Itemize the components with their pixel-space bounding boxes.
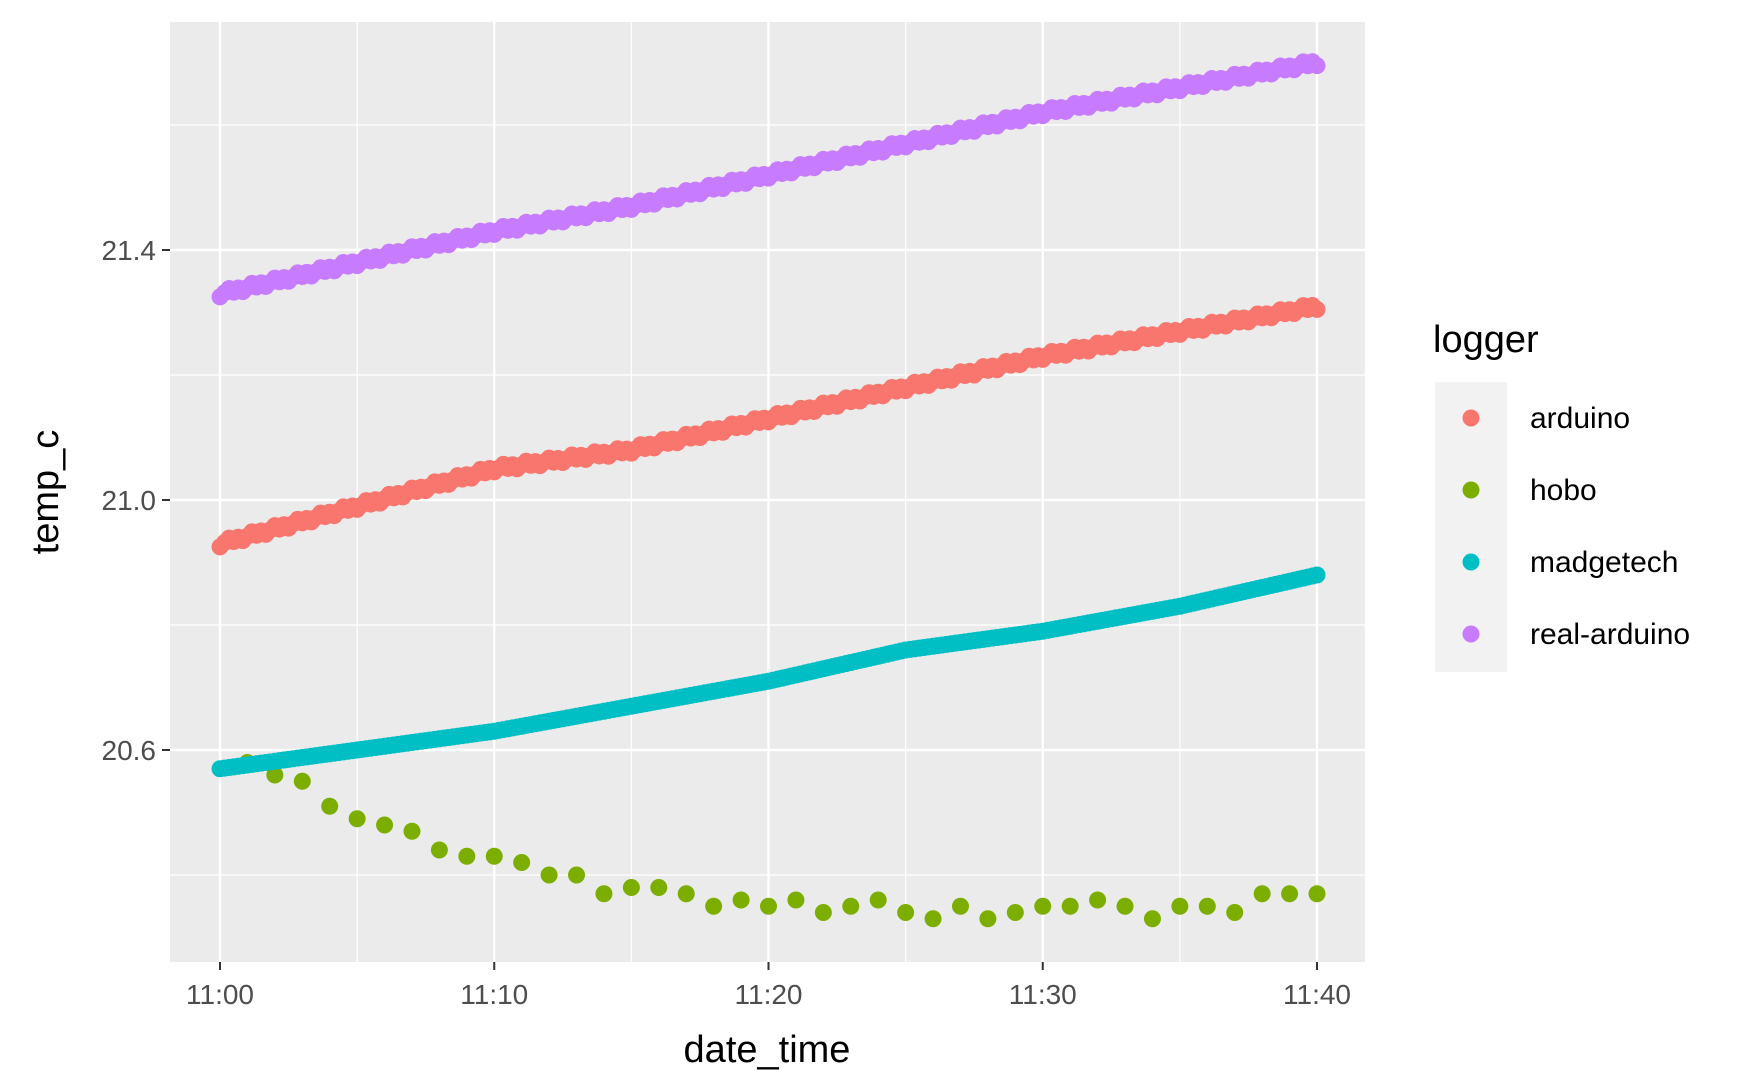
point-hobo — [842, 898, 859, 915]
legend: logger arduino hobo madgetech real-arduino — [1433, 319, 1690, 672]
point-madgetech — [1309, 567, 1326, 584]
point-hobo — [1117, 898, 1134, 915]
point-hobo — [541, 867, 558, 884]
point-hobo — [787, 892, 804, 909]
point-hobo — [815, 904, 832, 921]
legend-title: logger — [1433, 319, 1539, 361]
point-real-arduino — [1309, 57, 1326, 74]
point-hobo — [1062, 898, 1079, 915]
point-hobo — [1034, 898, 1051, 915]
x-tick-label: 11:40 — [1283, 979, 1351, 1010]
point-hobo — [979, 910, 996, 927]
x-tick-label: 11:20 — [735, 979, 803, 1010]
point-hobo — [431, 842, 448, 859]
point-hobo — [623, 879, 640, 896]
legend-key-hobo — [1463, 482, 1480, 499]
point-hobo — [1226, 904, 1243, 921]
legend-key-real-arduino — [1463, 626, 1480, 643]
legend-label: madgetech — [1530, 546, 1678, 579]
point-hobo — [1281, 885, 1298, 902]
x-tick-label: 11:10 — [460, 979, 528, 1010]
x-tick-label: 11:30 — [1009, 979, 1077, 1010]
point-hobo — [376, 817, 393, 834]
legend-label: real-arduino — [1530, 618, 1690, 651]
point-hobo — [1089, 892, 1106, 909]
x-axis-title: date_time — [684, 1029, 851, 1071]
y-tick-label: 21.4 — [102, 235, 157, 266]
point-hobo — [458, 848, 475, 865]
y-axis: 20.6 21.0 21.4 — [102, 235, 171, 766]
point-hobo — [321, 798, 338, 815]
point-hobo — [513, 854, 530, 871]
legend-key-madgetech — [1463, 554, 1480, 571]
y-axis-title: temp_c — [25, 430, 67, 555]
point-hobo — [897, 904, 914, 921]
point-hobo — [678, 885, 695, 902]
point-hobo — [486, 848, 503, 865]
point-hobo — [1309, 885, 1326, 902]
x-axis: 11:00 11:10 11:20 11:30 11:40 — [186, 962, 1351, 1010]
point-hobo — [349, 810, 366, 827]
point-arduino — [1309, 301, 1326, 318]
point-hobo — [1144, 910, 1161, 927]
legend-key-arduino — [1463, 410, 1480, 427]
y-tick-label: 20.6 — [102, 735, 157, 766]
legend-label: hobo — [1530, 474, 1597, 507]
point-hobo — [733, 892, 750, 909]
point-hobo — [760, 898, 777, 915]
point-hobo — [705, 898, 722, 915]
legend-label: arduino — [1530, 402, 1630, 435]
x-tick-label: 11:00 — [186, 979, 254, 1010]
point-hobo — [294, 773, 311, 790]
point-hobo — [1171, 898, 1188, 915]
point-hobo — [595, 885, 612, 902]
point-hobo — [1254, 885, 1271, 902]
y-tick-label: 21.0 — [102, 485, 157, 516]
point-hobo — [952, 898, 969, 915]
point-hobo — [403, 823, 420, 840]
point-hobo — [925, 910, 942, 927]
point-hobo — [870, 892, 887, 909]
point-hobo — [1199, 898, 1216, 915]
point-hobo — [650, 879, 667, 896]
point-hobo — [568, 867, 585, 884]
point-hobo — [1007, 904, 1024, 921]
